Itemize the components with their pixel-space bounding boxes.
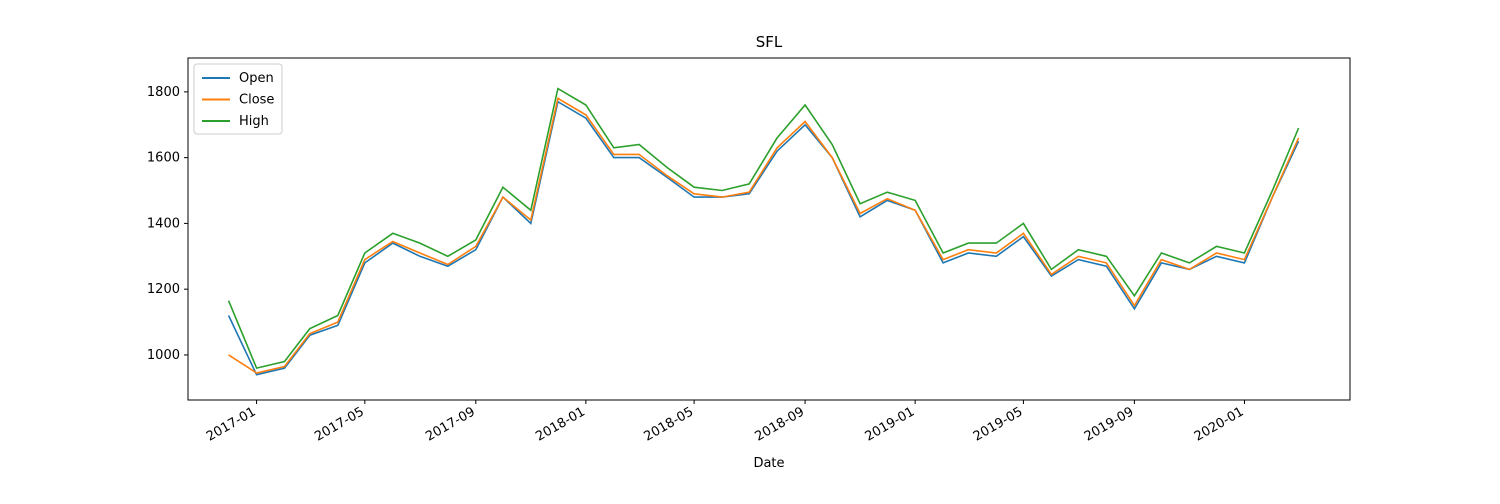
y-tick-label: 1400 (147, 216, 180, 231)
x-tick-label: 2017-05 (312, 404, 367, 444)
x-tick-label: 2017-09 (423, 404, 478, 444)
y-tick-label: 1600 (147, 151, 180, 166)
legend-label: Close (239, 93, 274, 108)
y-tick-label: 1200 (147, 282, 180, 297)
chart-title: SFL (756, 33, 783, 51)
series-line (227, 87, 1300, 370)
x-tick-label: 2019-01 (863, 404, 918, 444)
x-tick-label: 2019-05 (971, 404, 1026, 444)
legend-box (193, 63, 283, 135)
x-tick-label: 2018-01 (533, 404, 588, 444)
x-tick-label: 2020-01 (1192, 404, 1247, 444)
x-tick-label: 2018-05 (642, 404, 697, 444)
x-axis-label: Date (753, 456, 784, 471)
legend-label: High (239, 114, 269, 129)
series-line (227, 100, 1300, 376)
y-tick-label: 1800 (147, 85, 180, 100)
plot-frame (187, 57, 1351, 401)
x-tick-label: 2018-09 (753, 404, 808, 444)
series-line (228, 97, 1300, 374)
legend-label: Open (239, 71, 274, 86)
x-tick-label: 2019-09 (1082, 404, 1137, 444)
y-tick-label: 1000 (147, 348, 180, 363)
x-tick-label: 2017-01 (204, 404, 259, 444)
